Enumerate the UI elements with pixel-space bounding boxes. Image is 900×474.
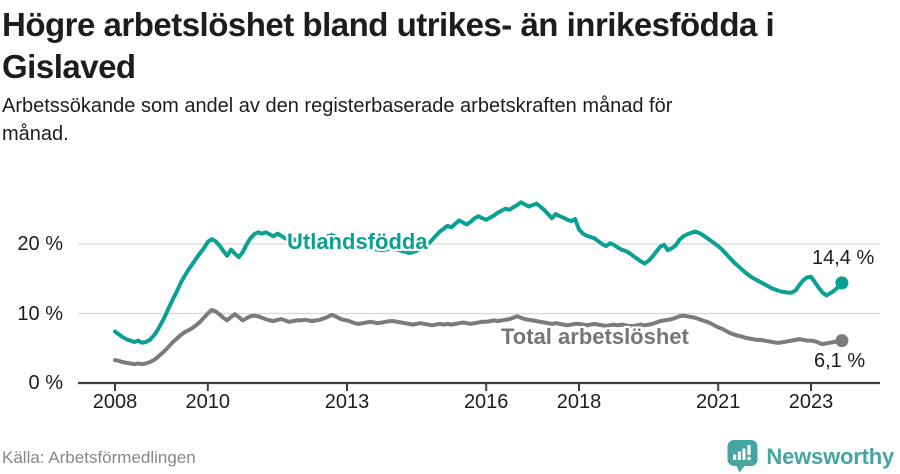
x-tick-label: 2008 [92,391,138,413]
y-tick-label: 0 % [28,372,63,394]
series-end-dot [835,334,849,348]
series-line [113,200,844,345]
page-title-line1: Högre arbetslöshet bland utrikes- än inr… [2,6,775,43]
page-title: Högre arbetslöshet bland utrikes- än inr… [2,4,898,88]
page-title-line2: Gislaved [2,48,136,85]
x-tick-label: 2010 [185,391,231,413]
x-tick-label: 2016 [463,391,509,413]
brand-name: Newsworthy [766,443,894,469]
newsworthy-bubble-barchart-icon [727,440,758,473]
source-note: Källa: Arbetsförmedlingen [2,448,196,467]
chart-subtitle-line2: månad. [2,123,69,145]
series-label-utlandsfodda: Utlandsfödda [287,229,428,254]
x-tick-label: 2023 [788,391,834,413]
brand-logo: Newsworthy [727,440,894,473]
x-tick-label: 2018 [556,391,602,413]
y-tick-label: 10 % [17,302,63,325]
series-line [113,308,844,367]
end-value-label-utlandsfodda: 14,4 % [812,247,875,269]
end-value-label-total: 6,1 % [814,350,866,372]
chart-subtitle: Arbetssökande som andel av den registerb… [2,92,882,148]
x-tick-label: 2021 [695,391,741,413]
chart-subtitle-line1: Arbetssökande som andel av den registerb… [2,95,673,117]
series-end-dot [835,276,849,290]
series-label-total-arbetsloshet: Total arbetslöshet [501,324,689,349]
x-tick-label: 2013 [324,391,370,413]
y-tick-label: 20 % [17,233,63,255]
